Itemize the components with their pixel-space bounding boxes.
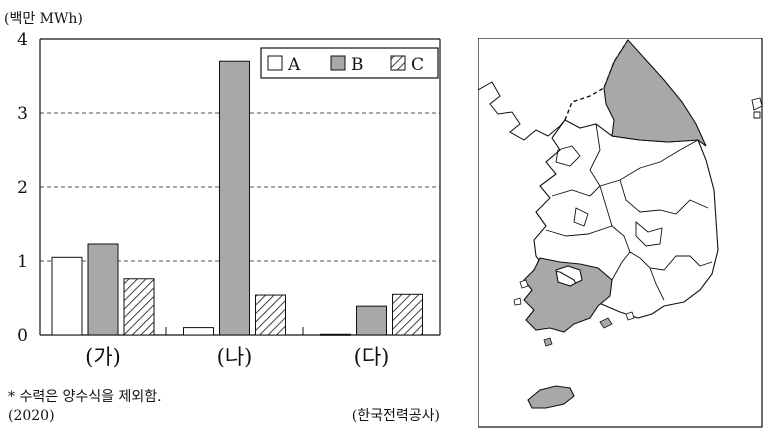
bar-a-0	[51, 256, 83, 336]
y-tick-label: 2	[17, 178, 28, 198]
bar-chart: (백만 MWh) 0 1 2 3 4 (가) (나) (다) A B C * 수력은 양수식…	[4, 11, 441, 424]
category-label: (다)	[354, 345, 390, 369]
bar-c-2	[392, 293, 423, 336]
y-tick-label: 4	[17, 30, 28, 50]
island	[625, 311, 635, 321]
category-labels: (가) (나) (다)	[85, 345, 389, 369]
footnote: * 수력은 양수식을 제외함.	[8, 389, 162, 405]
category-label: (나)	[217, 345, 253, 369]
province-boundary	[545, 225, 613, 237]
city-boundary-daegu	[635, 221, 663, 247]
bar-b-2	[356, 305, 387, 336]
bar-b-1	[219, 60, 250, 336]
island	[519, 279, 529, 289]
dokdo	[753, 111, 761, 119]
legend-label-c: C	[411, 55, 424, 75]
legend-box	[260, 47, 439, 79]
northern-coastline	[478, 81, 566, 141]
province-boundary	[649, 267, 665, 301]
ulleungdo	[751, 97, 763, 111]
island	[543, 337, 553, 347]
legend-label-a: A	[287, 55, 301, 75]
bar-b-0	[87, 243, 119, 336]
y-axis-unit: (백만 MWh)	[4, 11, 83, 27]
y-tick-label: 0	[17, 326, 28, 346]
island	[513, 297, 522, 306]
bar-c-0	[123, 278, 155, 336]
jeju-region	[527, 385, 575, 409]
category-label: (가)	[85, 345, 121, 369]
city-boundary-seoul	[555, 145, 581, 167]
y-tick-labels: 0 1 2 3 4	[17, 30, 28, 346]
korea-map	[478, 38, 763, 428]
source-label: (한국전력공사)	[352, 408, 440, 424]
province-boundary	[611, 251, 713, 281]
legend-swatch-b	[330, 55, 346, 71]
island	[599, 317, 613, 329]
bar-a-1	[183, 327, 214, 336]
legend-swatch-a	[267, 55, 283, 71]
y-tick-label: 1	[17, 252, 28, 272]
legend-label-b: B	[351, 55, 364, 75]
jeonnam-region	[523, 257, 613, 333]
legend-swatch-c	[390, 55, 406, 71]
province-boundary	[551, 185, 601, 197]
year-label: (2020)	[8, 408, 55, 424]
legend: A B C	[260, 47, 439, 79]
city-boundary-daejeon	[573, 207, 589, 227]
province-boundary	[619, 179, 709, 215]
bar-c-1	[255, 294, 286, 336]
bars	[51, 60, 423, 336]
gangwon-region	[603, 39, 707, 147]
y-tick-label: 3	[17, 104, 28, 124]
bar-a-2	[320, 333, 351, 336]
